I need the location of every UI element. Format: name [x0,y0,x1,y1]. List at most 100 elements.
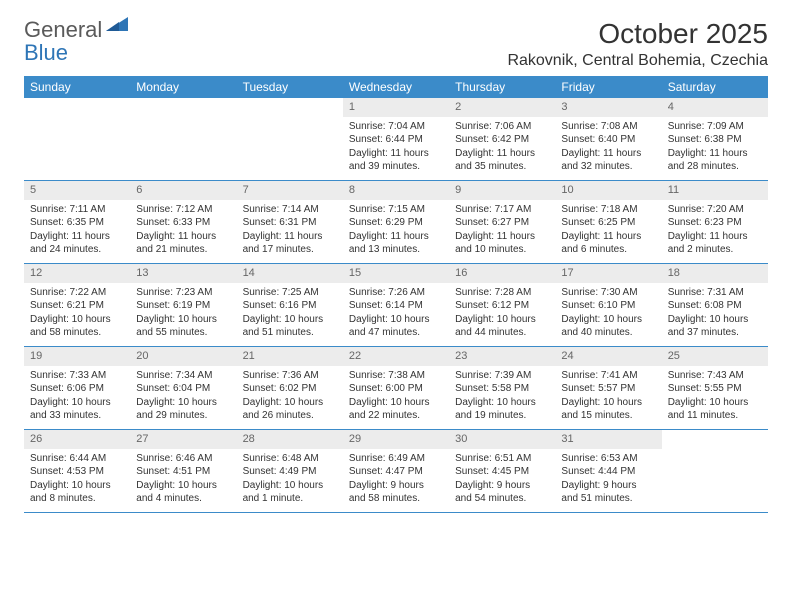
daylight-text: Daylight: 10 hours and 55 minutes. [136,313,230,340]
daylight-text: Daylight: 10 hours and 15 minutes. [561,396,655,423]
sunrise-text: Sunrise: 7:04 AM [349,120,443,134]
day-cell: 26Sunrise: 6:44 AMSunset: 4:53 PMDayligh… [24,430,130,512]
sunset-text: Sunset: 5:58 PM [455,382,549,396]
daylight-text: Daylight: 10 hours and 8 minutes. [30,479,124,506]
daylight-text: Daylight: 11 hours and 17 minutes. [243,230,337,257]
sunset-text: Sunset: 6:44 PM [349,133,443,147]
sunrise-text: Sunrise: 7:33 AM [30,369,124,383]
sunset-text: Sunset: 4:44 PM [561,465,655,479]
sunrise-text: Sunrise: 7:18 AM [561,203,655,217]
day-details: Sunrise: 6:51 AMSunset: 4:45 PMDaylight:… [449,449,555,511]
day-cell: 23Sunrise: 7:39 AMSunset: 5:58 PMDayligh… [449,347,555,429]
day-number: 25 [662,347,768,366]
day-cell: 19Sunrise: 7:33 AMSunset: 6:06 PMDayligh… [24,347,130,429]
empty-day-cell [130,98,236,180]
sunrise-text: Sunrise: 7:38 AM [349,369,443,383]
sunrise-text: Sunrise: 7:23 AM [136,286,230,300]
brand-part1: General [24,17,102,42]
day-cell: 8Sunrise: 7:15 AMSunset: 6:29 PMDaylight… [343,181,449,263]
day-number: 22 [343,347,449,366]
day-cell: 12Sunrise: 7:22 AMSunset: 6:21 PMDayligh… [24,264,130,346]
day-details: Sunrise: 7:36 AMSunset: 6:02 PMDaylight:… [237,366,343,428]
day-details: Sunrise: 7:31 AMSunset: 6:08 PMDaylight:… [662,283,768,345]
day-details: Sunrise: 7:23 AMSunset: 6:19 PMDaylight:… [130,283,236,345]
sunrise-text: Sunrise: 7:11 AM [30,203,124,217]
day-cell: 1 Sunrise: 7:04 AMSunset: 6:44 PMDaylight… [343,98,449,180]
daylight-text: Daylight: 10 hours and 4 minutes. [136,479,230,506]
day-cell: 20Sunrise: 7:34 AMSunset: 6:04 PMDayligh… [130,347,236,429]
daylight-text: Daylight: 10 hours and 19 minutes. [455,396,549,423]
day-cell: 3Sunrise: 7:08 AMSunset: 6:40 PMDaylight… [555,98,661,180]
sunset-text: Sunset: 6:40 PM [561,133,655,147]
day-number: 8 [343,181,449,200]
daylight-text: Daylight: 11 hours and 21 minutes. [136,230,230,257]
week-row: 26Sunrise: 6:44 AMSunset: 4:53 PMDayligh… [24,430,768,513]
day-cell: 30Sunrise: 6:51 AMSunset: 4:45 PMDayligh… [449,430,555,512]
sunrise-text: Sunrise: 7:08 AM [561,120,655,134]
day-cell: 2Sunrise: 7:06 AMSunset: 6:42 PMDaylight… [449,98,555,180]
day-cell: 31Sunrise: 6:53 AMSunset: 4:44 PMDayligh… [555,430,661,512]
sunrise-text: Sunrise: 7:06 AM [455,120,549,134]
daylight-text: Daylight: 11 hours and 35 minutes. [455,147,549,174]
sunset-text: Sunset: 6:27 PM [455,216,549,230]
day-number: 16 [449,264,555,283]
sunrise-text: Sunrise: 7:31 AM [668,286,762,300]
daylight-text: Daylight: 9 hours and 54 minutes. [455,479,549,506]
daylight-text: Daylight: 11 hours and 10 minutes. [455,230,549,257]
day-cell: 22Sunrise: 7:38 AMSunset: 6:00 PMDayligh… [343,347,449,429]
day-number: 27 [130,430,236,449]
sunset-text: Sunset: 6:04 PM [136,382,230,396]
day-details: Sunrise: 6:46 AMSunset: 4:51 PMDaylight:… [130,449,236,511]
week-row: 5Sunrise: 7:11 AMSunset: 6:35 PMDaylight… [24,181,768,264]
day-details: Sunrise: 7:09 AMSunset: 6:38 PMDaylight:… [662,117,768,179]
sunset-text: Sunset: 6:00 PM [349,382,443,396]
day-details: Sunrise: 7:26 AMSunset: 6:14 PMDaylight:… [343,283,449,345]
day-details: Sunrise: 6:53 AMSunset: 4:44 PMDaylight:… [555,449,661,511]
daylight-text: Daylight: 9 hours and 58 minutes. [349,479,443,506]
sunset-text: Sunset: 6:25 PM [561,216,655,230]
day-details: Sunrise: 7:25 AMSunset: 6:16 PMDaylight:… [237,283,343,345]
sunset-text: Sunset: 6:19 PM [136,299,230,313]
day-number: 1 [343,98,449,117]
sunset-text: Sunset: 6:38 PM [668,133,762,147]
day-number: 24 [555,347,661,366]
daylight-text: Daylight: 11 hours and 24 minutes. [30,230,124,257]
sunset-text: Sunset: 4:51 PM [136,465,230,479]
day-cell: 29Sunrise: 6:49 AMSunset: 4:47 PMDayligh… [343,430,449,512]
sunrise-text: Sunrise: 7:39 AM [455,369,549,383]
day-number: 10 [555,181,661,200]
day-cell: 17Sunrise: 7:30 AMSunset: 6:10 PMDayligh… [555,264,661,346]
sunset-text: Sunset: 6:06 PM [30,382,124,396]
day-details: Sunrise: 6:49 AMSunset: 4:47 PMDaylight:… [343,449,449,511]
dow-header-cell: Tuesday [237,76,343,98]
day-number: 3 [555,98,661,117]
sunrise-text: Sunrise: 7:15 AM [349,203,443,217]
daylight-text: Daylight: 10 hours and 37 minutes. [668,313,762,340]
day-cell: 5Sunrise: 7:11 AMSunset: 6:35 PMDaylight… [24,181,130,263]
sunset-text: Sunset: 6:33 PM [136,216,230,230]
daylight-text: Daylight: 10 hours and 40 minutes. [561,313,655,340]
daylight-text: Daylight: 10 hours and 44 minutes. [455,313,549,340]
daylight-text: Daylight: 10 hours and 11 minutes. [668,396,762,423]
day-of-week-header-row: SundayMondayTuesdayWednesdayThursdayFrid… [24,76,768,98]
day-cell: 28Sunrise: 6:48 AMSunset: 4:49 PMDayligh… [237,430,343,512]
day-details: Sunrise: 7:41 AMSunset: 5:57 PMDaylight:… [555,366,661,428]
day-cell: 13Sunrise: 7:23 AMSunset: 6:19 PMDayligh… [130,264,236,346]
day-cell: 4Sunrise: 7:09 AMSunset: 6:38 PMDaylight… [662,98,768,180]
daylight-text: Daylight: 11 hours and 2 minutes. [668,230,762,257]
sunrise-text: Sunrise: 7:14 AM [243,203,337,217]
day-number: 18 [662,264,768,283]
daylight-text: Daylight: 10 hours and 33 minutes. [30,396,124,423]
dow-header-cell: Friday [555,76,661,98]
sunset-text: Sunset: 4:45 PM [455,465,549,479]
day-details: Sunrise: 7:33 AMSunset: 6:06 PMDaylight:… [24,366,130,428]
day-number: 2 [449,98,555,117]
daylight-text: Daylight: 9 hours and 51 minutes. [561,479,655,506]
brand-part2: Blue [24,40,68,65]
sunrise-text: Sunrise: 7:22 AM [30,286,124,300]
calendar-page: GeneralBlue October 2025 Rakovnik, Centr… [0,0,792,531]
day-cell: 10Sunrise: 7:18 AMSunset: 6:25 PMDayligh… [555,181,661,263]
sunset-text: Sunset: 6:23 PM [668,216,762,230]
day-details: Sunrise: 7:17 AMSunset: 6:27 PMDaylight:… [449,200,555,262]
daylight-text: Daylight: 11 hours and 39 minutes. [349,147,443,174]
